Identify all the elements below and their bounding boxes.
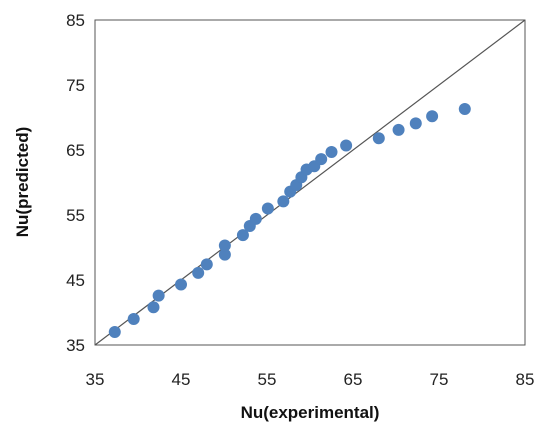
x-tick-label: 85 (516, 370, 535, 389)
reference-line (94, 19, 526, 346)
data-point (200, 258, 213, 271)
y-tick-label: 45 (66, 271, 85, 290)
data-point (218, 239, 231, 252)
data-points (108, 103, 471, 338)
x-tick-label: 35 (86, 370, 105, 389)
data-point (147, 301, 160, 314)
x-tick-label: 75 (430, 370, 449, 389)
data-point (325, 145, 338, 158)
data-point (249, 212, 262, 225)
data-point (392, 123, 405, 136)
x-tick-label: 65 (344, 370, 363, 389)
data-point (409, 117, 422, 130)
data-point (236, 229, 249, 242)
y-axis-ticks: 35 45 55 65 75 85 (66, 11, 85, 355)
data-point (127, 313, 140, 325)
x-tick-label: 55 (258, 370, 277, 389)
data-point (426, 110, 439, 123)
data-point (277, 195, 290, 208)
y-tick-label: 65 (66, 141, 85, 160)
y-tick-label: 55 (66, 206, 85, 225)
y-axis-title: Nu(predicted) (13, 127, 32, 238)
data-point (218, 248, 231, 261)
data-point (458, 103, 471, 116)
x-tick-label: 45 (172, 370, 191, 389)
y-tick-label: 35 (66, 336, 85, 355)
y-tick-label: 75 (66, 76, 85, 95)
x-axis-title: Nu(experimental) (241, 403, 380, 422)
data-point (152, 289, 165, 302)
data-point (192, 266, 205, 279)
data-point (372, 132, 385, 145)
data-point (108, 326, 121, 338)
data-point (340, 139, 353, 152)
x-axis-ticks: 35 45 55 65 75 85 (86, 370, 535, 389)
data-point (261, 202, 274, 215)
data-point (175, 278, 187, 291)
y-tick-label: 85 (66, 11, 85, 30)
data-point (315, 153, 328, 166)
